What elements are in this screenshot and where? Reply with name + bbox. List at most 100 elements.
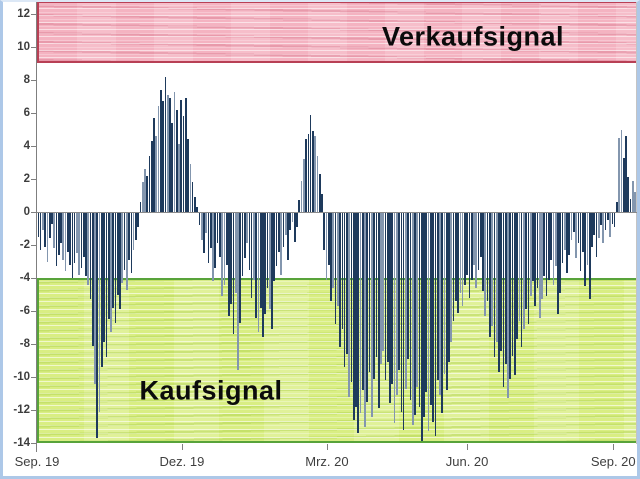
- oscillator-bar: [334, 212, 337, 325]
- oscillator-bar: [189, 164, 192, 212]
- oscillator-bar: [332, 212, 335, 288]
- oscillator-bar: [82, 212, 85, 257]
- oscillator-bar: [255, 212, 257, 318]
- oscillator-bar: [69, 212, 71, 265]
- oscillator-bar: [538, 212, 541, 318]
- oscillator-bar: [291, 212, 294, 222]
- oscillator-bar: [180, 99, 183, 212]
- oscillator-bar: [375, 212, 378, 358]
- oscillator-bar: [221, 212, 223, 297]
- oscillator-bar: [452, 212, 455, 321]
- oscillator-bar: [611, 212, 614, 224]
- oscillator-bar: [223, 212, 226, 285]
- oscillator-bar: [289, 212, 292, 231]
- oscillator-bar: [198, 212, 201, 226]
- oscillator-bar: [391, 212, 394, 384]
- oscillator-bar: [386, 212, 389, 363]
- oscillator-bar: [141, 182, 144, 212]
- oscillator-bar: [275, 212, 278, 267]
- oscillator-bar: [125, 212, 128, 290]
- oscillator-bar: [234, 212, 237, 293]
- oscillator-bar: [461, 212, 464, 307]
- oscillator-bar: [423, 212, 425, 417]
- oscillator-bar: [96, 212, 99, 439]
- oscillator-bar: [250, 212, 253, 298]
- oscillator-bar: [411, 212, 414, 425]
- oscillator-bar: [380, 212, 382, 364]
- oscillator-bar: [103, 212, 105, 343]
- oscillator-bar: [243, 212, 246, 259]
- y-axis-line: [36, 1, 37, 452]
- oscillator-bar: [416, 212, 419, 387]
- oscillator-bar: [337, 212, 339, 307]
- oscillator-bar: [570, 212, 573, 241]
- oscillator-bar: [166, 94, 169, 212]
- oscillator-bar: [309, 114, 312, 212]
- y-tick-label: 10: [17, 41, 30, 53]
- y-tick-mark: [31, 14, 36, 15]
- oscillator-bar: [504, 212, 507, 364]
- oscillator-bar: [402, 212, 405, 430]
- oscillator-bar: [502, 212, 505, 387]
- oscillator-bar: [484, 212, 487, 316]
- x-tick-mark: [613, 444, 615, 450]
- oscillator-bar: [71, 212, 74, 278]
- oscillator-bar: [586, 212, 589, 265]
- oscillator-bar: [293, 212, 296, 242]
- oscillator-bar: [228, 212, 230, 316]
- oscillator-bar: [53, 212, 56, 249]
- oscillator-bar: [178, 144, 180, 212]
- oscillator-bar: [552, 212, 555, 285]
- oscillator-bar: [486, 212, 489, 302]
- oscillator-bar: [525, 212, 527, 310]
- oscillator-bar: [348, 212, 351, 397]
- oscillator-bar: [513, 212, 516, 376]
- buy-signal-label: Kaufsignal: [139, 375, 283, 406]
- oscillator-bar: [493, 212, 496, 358]
- oscillator-bar: [196, 207, 198, 212]
- oscillator-bar: [239, 212, 242, 323]
- oscillator-bar: [532, 212, 534, 282]
- oscillator-bar: [298, 200, 301, 212]
- sell-signal-label: Verkaufsignal: [381, 21, 565, 52]
- oscillator-bar: [62, 212, 65, 260]
- y-tick-mark: [31, 245, 36, 246]
- oscillator-bar: [604, 212, 607, 231]
- oscillator-bar: [184, 98, 187, 212]
- oscillator-bar: [427, 212, 430, 432]
- oscillator-bar: [618, 137, 621, 212]
- oscillator-bar: [352, 212, 355, 420]
- oscillator-bar: [144, 169, 146, 212]
- x-tick-label: Mrz. 20: [305, 454, 349, 469]
- oscillator-bar: [343, 212, 346, 368]
- oscillator-bar: [173, 91, 176, 212]
- oscillator-bar: [200, 212, 203, 241]
- oscillator-bar: [287, 212, 289, 260]
- oscillator-bar: [203, 212, 205, 254]
- oscillator-bar: [135, 212, 137, 241]
- oscillator-bar: [418, 212, 421, 407]
- oscillator-bar: [66, 212, 69, 252]
- oscillator-bar: [107, 212, 110, 320]
- oscillator-bar: [366, 212, 369, 402]
- oscillator-bar: [627, 177, 630, 212]
- oscillator-bar: [527, 212, 530, 325]
- oscillator-bar: [325, 212, 328, 280]
- oscillator-bar: [364, 212, 366, 427]
- oscillator-bar: [389, 212, 391, 404]
- x-tick-label: Dez. 19: [159, 454, 205, 469]
- oscillator-bar: [629, 198, 632, 212]
- oscillator-bar: [591, 212, 593, 247]
- oscillator-bar: [566, 212, 568, 274]
- oscillator-bar: [341, 212, 344, 330]
- y-tick-label: -2: [19, 239, 30, 251]
- oscillator-bar: [420, 212, 423, 442]
- oscillator-bar: [534, 212, 537, 307]
- oscillator-bar: [448, 212, 450, 363]
- y-tick-label: -6: [19, 305, 30, 317]
- y-tick-label: -10: [13, 371, 30, 383]
- oscillator-bar: [368, 212, 371, 373]
- oscillator-bar: [153, 117, 155, 212]
- oscillator-bar: [164, 76, 167, 212]
